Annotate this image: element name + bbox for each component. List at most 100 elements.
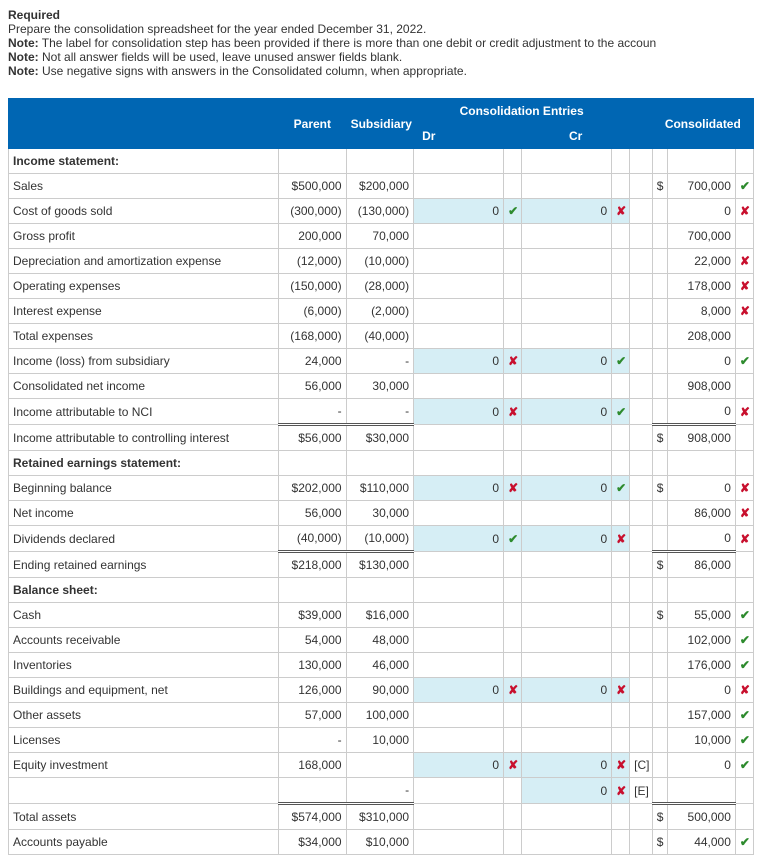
cr-input[interactable] xyxy=(522,703,612,728)
subsidiary-value: (10,000) xyxy=(346,526,414,552)
cr-input[interactable] xyxy=(522,501,612,526)
dr-input[interactable]: 0 xyxy=(414,753,504,778)
cr-mark xyxy=(612,703,630,728)
parent-value: 130,000 xyxy=(279,653,347,678)
consolidated-mark xyxy=(735,552,753,578)
cr-mark xyxy=(612,174,630,199)
dr-input[interactable]: 0 xyxy=(414,199,504,224)
cr-input[interactable]: 0 xyxy=(522,349,612,374)
dollar-sign xyxy=(652,274,668,299)
x-icon: ✘ xyxy=(508,481,518,495)
dr-input[interactable] xyxy=(414,224,504,249)
dr-mark xyxy=(504,778,522,804)
dr-input[interactable] xyxy=(414,804,504,830)
cr-mark xyxy=(612,653,630,678)
dollar-sign: $ xyxy=(652,603,668,628)
cr-input[interactable]: 0 xyxy=(522,753,612,778)
cr-input[interactable]: 0 xyxy=(522,678,612,703)
row-label: Ending retained earnings xyxy=(9,552,279,578)
check-icon: ✔ xyxy=(508,204,518,218)
cr-input[interactable]: 0 xyxy=(522,526,612,552)
entry-tag xyxy=(630,399,653,425)
subsidiary-value: 70,000 xyxy=(346,224,414,249)
subsidiary-value: 30,000 xyxy=(346,374,414,399)
dr-input[interactable]: 0 xyxy=(414,678,504,703)
cr-input[interactable] xyxy=(522,299,612,324)
cr-input[interactable] xyxy=(522,804,612,830)
cr-input[interactable] xyxy=(522,425,612,451)
dr-input[interactable] xyxy=(414,425,504,451)
cr-mark: ✘ xyxy=(612,753,630,778)
x-icon: ✘ xyxy=(740,279,750,293)
cr-input[interactable] xyxy=(522,653,612,678)
cr-input[interactable] xyxy=(522,224,612,249)
dr-input[interactable] xyxy=(414,324,504,349)
dr-input[interactable]: 0 xyxy=(414,399,504,425)
dr-mark: ✘ xyxy=(504,476,522,501)
parent-value: $56,000 xyxy=(279,425,347,451)
dr-input[interactable]: 0 xyxy=(414,349,504,374)
dr-input[interactable] xyxy=(414,299,504,324)
cr-input[interactable] xyxy=(522,324,612,349)
dollar-sign xyxy=(652,703,668,728)
dr-input[interactable] xyxy=(414,249,504,274)
cr-input[interactable] xyxy=(522,249,612,274)
cr-input[interactable] xyxy=(522,628,612,653)
dollar-sign xyxy=(652,349,668,374)
dr-input[interactable] xyxy=(414,653,504,678)
entry-tag xyxy=(630,224,653,249)
dollar-sign xyxy=(652,374,668,399)
subsidiary-value: 10,000 xyxy=(346,728,414,753)
dr-mark: ✘ xyxy=(504,753,522,778)
dr-input[interactable] xyxy=(414,728,504,753)
entry-tag xyxy=(630,804,653,830)
cr-input[interactable] xyxy=(522,274,612,299)
dr-input[interactable] xyxy=(414,603,504,628)
dr-input[interactable] xyxy=(414,830,504,855)
cr-input[interactable]: 0 xyxy=(522,476,612,501)
cr-input[interactable] xyxy=(522,603,612,628)
dollar-sign xyxy=(652,778,668,804)
dr-input[interactable] xyxy=(414,703,504,728)
dr-input[interactable] xyxy=(414,552,504,578)
entry-tag xyxy=(630,830,653,855)
dr-input[interactable] xyxy=(414,628,504,653)
cr-input[interactable] xyxy=(522,728,612,753)
dr-input[interactable] xyxy=(414,374,504,399)
cr-mark: ✘ xyxy=(612,199,630,224)
dr-input[interactable] xyxy=(414,274,504,299)
cr-input[interactable] xyxy=(522,830,612,855)
dr-input[interactable]: 0 xyxy=(414,476,504,501)
subsidiary-value: $130,000 xyxy=(346,552,414,578)
dr-input[interactable]: 0 xyxy=(414,526,504,552)
dr-input[interactable] xyxy=(414,501,504,526)
dollar-sign xyxy=(652,324,668,349)
parent-value: $218,000 xyxy=(279,552,347,578)
consolidated-value: 0 xyxy=(668,526,736,552)
subsidiary-value: $200,000 xyxy=(346,174,414,199)
dr-input[interactable] xyxy=(414,174,504,199)
consolidated-mark xyxy=(735,324,753,349)
entry-tag xyxy=(630,526,653,552)
cr-input[interactable] xyxy=(522,174,612,199)
cr-mark xyxy=(612,274,630,299)
subsidiary-value: $10,000 xyxy=(346,830,414,855)
x-icon: ✘ xyxy=(740,532,750,546)
parent-value: $39,000 xyxy=(279,603,347,628)
cr-input[interactable] xyxy=(522,374,612,399)
x-icon: ✘ xyxy=(740,481,750,495)
subsidiary-value: $16,000 xyxy=(346,603,414,628)
x-icon: ✘ xyxy=(616,784,626,798)
consolidated-mark xyxy=(735,224,753,249)
cr-mark xyxy=(612,628,630,653)
row-label: Equity investment xyxy=(9,753,279,778)
cr-input[interactable] xyxy=(522,552,612,578)
consolidated-value: 86,000 xyxy=(668,501,736,526)
x-icon: ✘ xyxy=(508,354,518,368)
cr-input[interactable]: 0 xyxy=(522,199,612,224)
dr-mark xyxy=(504,552,522,578)
cr-input[interactable]: 0 xyxy=(522,778,612,804)
consolidated-value: 500,000 xyxy=(668,804,736,830)
dr-input[interactable] xyxy=(414,778,504,804)
cr-input[interactable]: 0 xyxy=(522,399,612,425)
